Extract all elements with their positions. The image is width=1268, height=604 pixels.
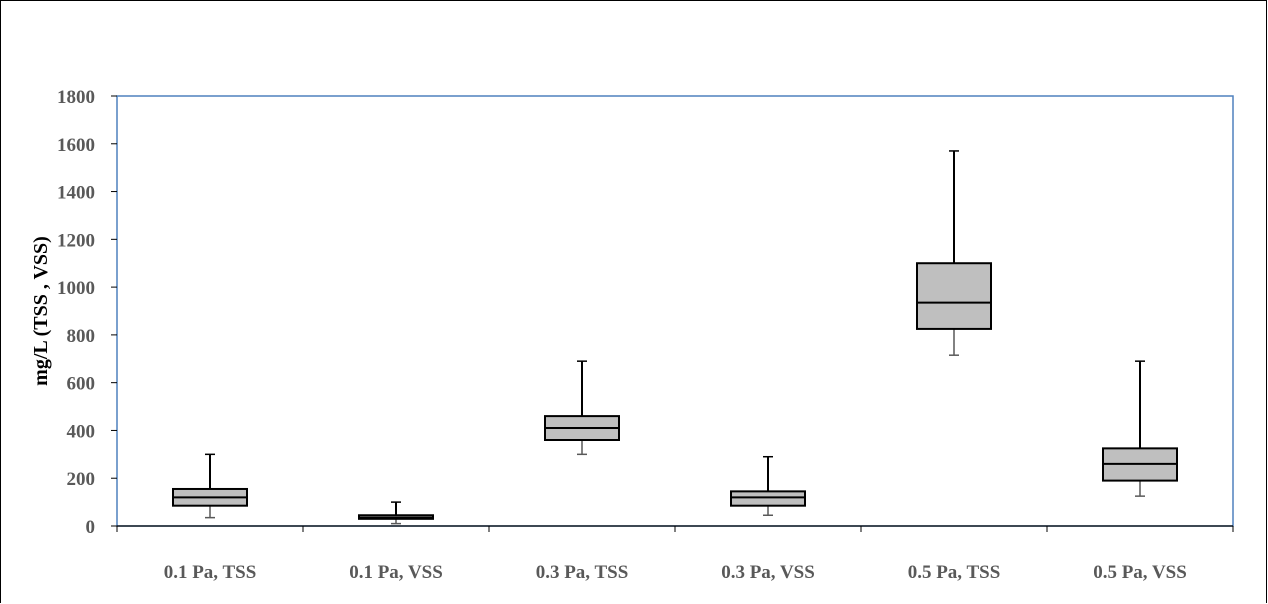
y-tick-label: 1600	[57, 135, 95, 156]
x-category-label: 0.1 Pa, TSS	[164, 562, 257, 583]
box-series	[172, 150, 1178, 525]
y-tick-label: 400	[67, 421, 96, 442]
y-tick-label: 1000	[57, 278, 95, 299]
x-category-label: 0.5 Pa, VSS	[1093, 562, 1187, 583]
plot-area-border	[116, 95, 1234, 527]
x-category-label: 0.5 Pa, TSS	[908, 562, 1001, 583]
x-category-label: 0.3 Pa, TSS	[536, 562, 629, 583]
box-3	[544, 360, 620, 456]
box-6	[1102, 360, 1178, 497]
box-1	[172, 453, 248, 519]
y-tick-label: 600	[67, 374, 96, 395]
y-axis: 0 200 400 600 800 1000 1200 1400 1600 1800	[57, 87, 117, 538]
y-tick-label: 1400	[57, 183, 95, 204]
y-tick-label: 200	[67, 469, 96, 490]
y-tick-label: 1800	[57, 87, 95, 108]
x-category-label: 0.3 Pa, VSS	[721, 562, 815, 583]
box-2	[358, 501, 434, 525]
iqr-box	[916, 262, 992, 330]
y-tick-label: 0	[86, 517, 96, 538]
x-category-label: 0.1 Pa, VSS	[349, 562, 443, 583]
y-tick-label: 800	[67, 326, 96, 347]
box-5	[916, 150, 992, 356]
x-axis: 0.1 Pa, TSS 0.1 Pa, VSS 0.3 Pa, TSS 0.3 Pa,…	[116, 525, 1234, 583]
iqr-box	[730, 490, 806, 507]
y-tick-label: 1200	[57, 230, 95, 251]
box-4	[730, 455, 806, 516]
y-axis-title: mg/L (TSS , VSS)	[30, 236, 52, 386]
